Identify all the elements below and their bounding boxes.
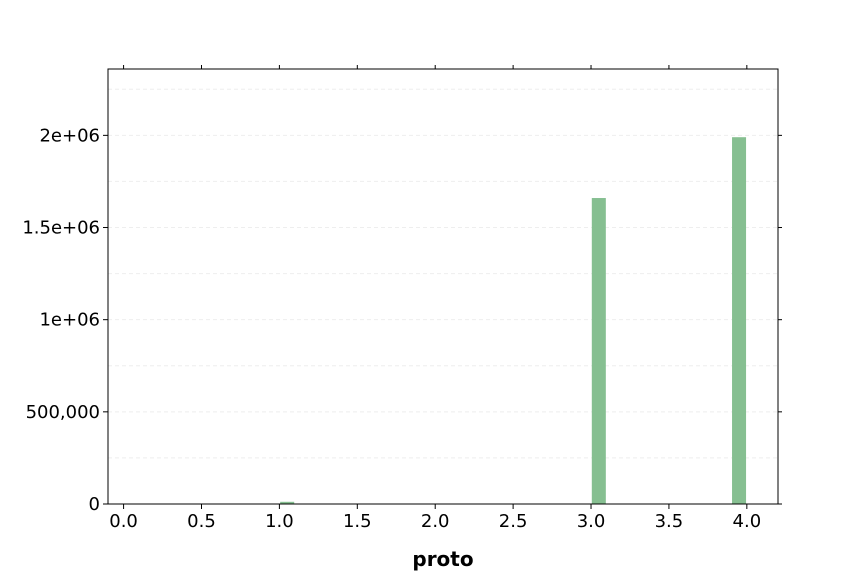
bar <box>732 137 747 504</box>
plot-frame <box>107 68 779 505</box>
x-tick-label: 0.0 <box>109 511 138 532</box>
bar <box>280 501 295 504</box>
bar <box>591 198 606 504</box>
grid-lines <box>108 88 778 459</box>
x-axis-title: proto <box>412 547 473 571</box>
x-tick-label: 0.5 <box>187 511 216 532</box>
y-tick-label: 500,000 <box>26 402 100 423</box>
x-tick-label: 1.0 <box>265 511 294 532</box>
ticks: 0.0 0.5 1.0 1.5 2.0 2.5 3.0 3.5 4.0 0 500,000 1e+06… <box>22 65 782 532</box>
x-tick-label: 2.5 <box>499 511 528 532</box>
y-tick-label: 1e+06 <box>39 310 100 331</box>
y-tick-label: 2e+06 <box>39 125 100 146</box>
y-tick-label: 1.5e+06 <box>22 218 100 239</box>
y-tick-label: 0 <box>89 494 100 515</box>
x-tick-label: 1.5 <box>343 511 372 532</box>
x-tick-label: 2.0 <box>421 511 450 532</box>
bars <box>280 137 747 504</box>
axes <box>107 68 779 505</box>
x-tick-label: 4.0 <box>733 511 762 532</box>
x-tick-label: 3.5 <box>655 511 684 532</box>
x-tick-label: 3.0 <box>577 511 606 532</box>
